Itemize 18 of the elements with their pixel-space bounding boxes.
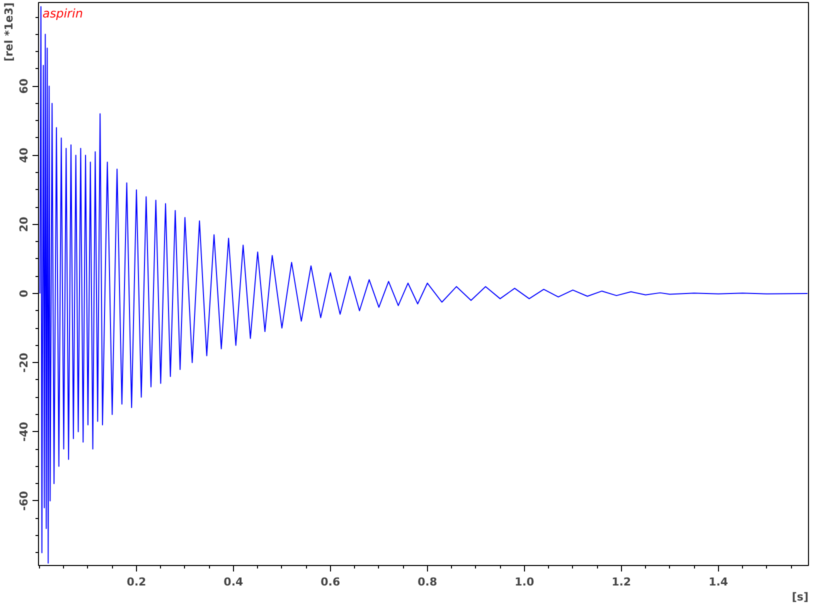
x-axis-title: [s]	[792, 590, 809, 603]
y-tick-label: 20	[18, 216, 30, 232]
chart-title: aspirin	[42, 6, 83, 20]
y-tick-label: 0	[18, 289, 30, 298]
x-tick-label: 1.4	[708, 576, 728, 588]
x-tick-label: 0.6	[320, 576, 340, 588]
y-axis-title: [rel *1e3]	[2, 2, 16, 62]
y-tick-label: 60	[18, 78, 30, 94]
x-tick-label: 0.8	[418, 576, 438, 588]
line-series	[39, 6, 808, 564]
x-tick-label: 1.2	[612, 576, 632, 588]
y-tick-label: 40	[18, 147, 30, 163]
y-tick-label: -60	[18, 490, 30, 511]
y-tick-label: -40	[18, 421, 30, 442]
x-tick-label: 1.0	[514, 576, 534, 588]
y-tick-label: -20	[18, 352, 30, 373]
x-tick-label: 0.4	[224, 576, 244, 588]
x-tick-label: 0.2	[126, 576, 146, 588]
